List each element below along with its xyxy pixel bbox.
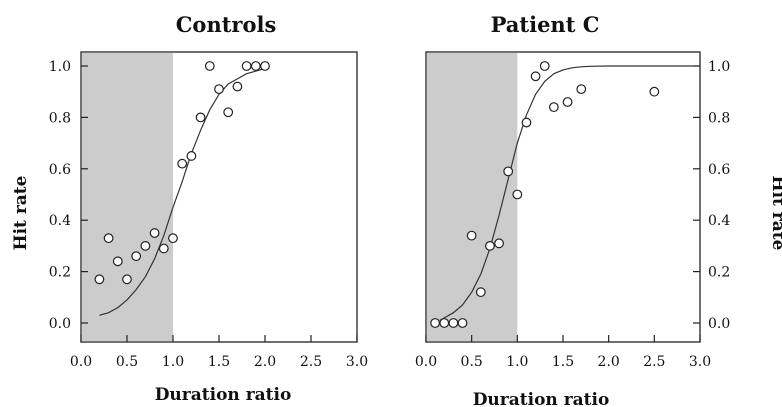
x-tick-label: 1.5 (552, 354, 574, 370)
data-point (140, 240, 151, 251)
data-point (562, 97, 573, 107)
y-tick-label: 0.6 (49, 162, 71, 178)
data-point (241, 61, 252, 71)
data-point (485, 240, 495, 251)
data-point (103, 233, 114, 244)
data-point (448, 318, 459, 328)
y-tick-label: 0.8 (49, 110, 71, 126)
y-tick-label: 0.2 (708, 265, 730, 281)
data-point (466, 230, 477, 241)
y-axis-label: Hit rate (11, 175, 31, 250)
y-tick-label: 0.2 (49, 265, 71, 281)
data-point (512, 189, 523, 200)
data-point (260, 61, 270, 71)
data-point (430, 318, 441, 328)
data-point (186, 151, 197, 161)
y-tick-label: 1.0 (49, 59, 71, 75)
data-point (576, 84, 587, 95)
data-point (158, 243, 169, 254)
y-tick-label: 1.0 (708, 59, 730, 75)
x-tick-label: 0.0 (415, 354, 437, 370)
chart-title: Patient C (491, 12, 600, 37)
x-tick-label: 1.0 (162, 354, 184, 370)
data-point (539, 61, 550, 71)
y-axis: 0.0 0.2 0.4 0.6 0.8 1.0 (693, 59, 730, 332)
data-point (494, 238, 504, 249)
data-point (530, 71, 541, 82)
data-point (112, 256, 123, 267)
data-point (439, 318, 450, 328)
x-tick-label: 0.0 (70, 354, 92, 370)
plot-area: 0.0 0.5 1.0 1.5 2.0 2.5 3.0 0.0 0.2 0.4 0.6 0.8 1.0 (49, 51, 368, 370)
chart-title: Controls (176, 12, 277, 37)
x-tick-label: 3.0 (689, 354, 711, 370)
shaded-region (81, 52, 173, 342)
x-tick-label: 1.0 (506, 354, 528, 370)
chart-panel-patient-c: Patient C Duration ratio Hit rate 0.0 0.5… (415, 12, 782, 407)
data-point (195, 112, 206, 123)
x-axis: 0.0 0.5 1.0 1.5 2.0 2.5 3.0 (70, 335, 368, 370)
x-tick-label: 0.5 (461, 354, 483, 370)
data-point (649, 86, 660, 97)
x-tick-label: 2.0 (254, 354, 276, 370)
y-tick-label: 0.4 (708, 213, 730, 229)
data-point (232, 81, 243, 92)
y-axis: 0.0 0.2 0.4 0.6 0.8 1.0 (49, 59, 88, 332)
x-tick-label: 2.5 (643, 354, 665, 370)
x-tick-label: 1.5 (208, 354, 230, 370)
x-tick-label: 2.0 (598, 354, 620, 370)
y-tick-label: 0.4 (49, 213, 71, 229)
data-point (131, 251, 142, 262)
x-axis-label: Duration ratio (155, 385, 292, 405)
y-tick-label: 0.8 (708, 110, 730, 126)
data-point (250, 61, 261, 71)
data-point (503, 166, 514, 177)
chart-panel-controls: Controls Duration ratio Hit rate 0.0 0.5 1… (11, 12, 368, 405)
x-tick-label: 2.5 (300, 354, 322, 370)
y-tick-label: 0.6 (708, 162, 730, 178)
x-tick-label: 3.0 (346, 354, 368, 370)
data-point (149, 228, 160, 238)
data-point (521, 117, 532, 128)
data-point (223, 107, 234, 118)
data-point (204, 61, 215, 71)
data-point (548, 102, 559, 113)
fit-curve (439, 65, 700, 321)
data-point (168, 233, 178, 244)
x-tick-label: 0.5 (116, 354, 138, 370)
y-tick-label: 0.0 (49, 316, 71, 332)
y-tick-label: 0.0 (708, 316, 730, 332)
x-axis: 0.0 0.5 1.0 1.5 2.0 2.5 3.0 (415, 335, 711, 370)
data-point (94, 274, 105, 285)
data-point (457, 318, 468, 328)
data-point (177, 158, 188, 169)
y-axis-label: Hit rate (768, 176, 782, 251)
plot-area: 0.0 0.5 1.0 1.5 2.0 2.5 3.0 0.0 0.2 0.4 0.6 0.8 1.0 (415, 51, 730, 370)
shaded-region (426, 52, 518, 342)
data-point (122, 274, 132, 285)
data-points (430, 61, 660, 328)
data-point (214, 84, 224, 95)
data-points (94, 61, 270, 285)
data-point (475, 287, 486, 298)
fit-curve (99, 68, 266, 316)
x-axis-label: Duration ratio (473, 390, 610, 407)
